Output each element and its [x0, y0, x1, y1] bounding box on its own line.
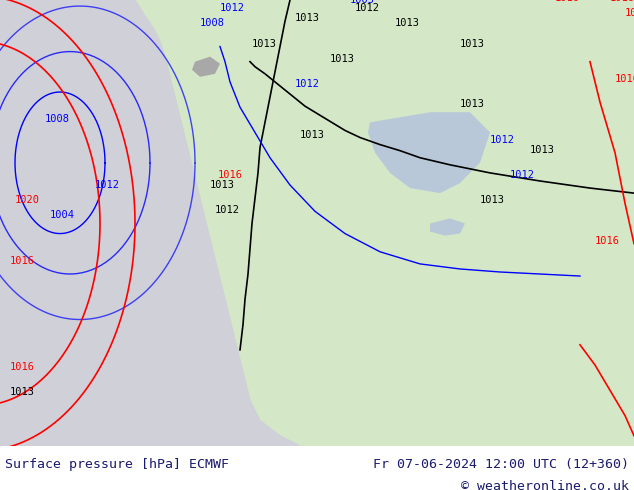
Text: 1016: 1016 — [555, 0, 580, 3]
Text: 1016: 1016 — [610, 0, 634, 3]
Text: 1012: 1012 — [95, 180, 120, 190]
Text: 1016: 1016 — [615, 74, 634, 84]
Text: 1012: 1012 — [220, 3, 245, 13]
Text: 1013: 1013 — [300, 129, 325, 140]
Text: 1013: 1013 — [395, 18, 420, 28]
Text: Fr 07-06-2024 12:00 UTC (12+360): Fr 07-06-2024 12:00 UTC (12+360) — [373, 458, 629, 471]
Text: © weatheronline.co.uk: © weatheronline.co.uk — [461, 480, 629, 490]
Text: 1013: 1013 — [480, 195, 505, 205]
Text: 1016: 1016 — [595, 236, 620, 245]
Text: 1013: 1013 — [10, 387, 35, 397]
Polygon shape — [0, 0, 180, 117]
Text: 1013: 1013 — [460, 99, 485, 109]
Text: 1013: 1013 — [530, 145, 555, 155]
Text: 1004: 1004 — [50, 210, 75, 221]
Text: 1012: 1012 — [490, 135, 515, 145]
Text: 1012: 1012 — [215, 205, 240, 215]
Text: 1013: 1013 — [210, 180, 235, 190]
Text: 1008: 1008 — [45, 114, 70, 124]
Text: 1013: 1013 — [252, 39, 277, 49]
Text: 1012: 1012 — [355, 3, 380, 13]
Polygon shape — [192, 57, 220, 77]
Text: 1013: 1013 — [460, 39, 485, 49]
Text: 1013: 1013 — [295, 13, 320, 23]
Text: 1016: 1016 — [10, 256, 35, 266]
Text: 1020: 1020 — [15, 195, 40, 205]
Text: Surface pressure [hPa] ECMWF: Surface pressure [hPa] ECMWF — [5, 458, 229, 471]
Text: 1012: 1012 — [295, 79, 320, 89]
Polygon shape — [368, 112, 490, 193]
Text: 1016: 1016 — [10, 362, 35, 372]
Text: 1012: 1012 — [510, 170, 535, 180]
Polygon shape — [135, 0, 634, 446]
Text: 102: 102 — [625, 8, 634, 18]
Text: 1008: 1008 — [200, 18, 225, 28]
Polygon shape — [0, 117, 300, 446]
Text: 1016: 1016 — [218, 170, 243, 180]
Text: 1013: 1013 — [330, 54, 355, 64]
Text: 1005: 1005 — [350, 0, 375, 5]
Polygon shape — [430, 219, 465, 236]
